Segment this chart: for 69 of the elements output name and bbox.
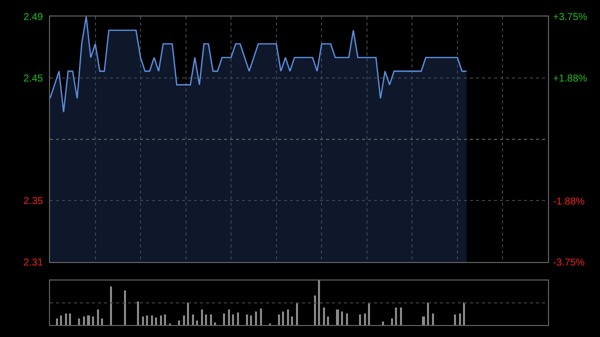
bar — [382, 322, 384, 326]
bar — [192, 314, 194, 326]
bar — [278, 314, 280, 326]
bar — [60, 316, 62, 326]
y2-tick-label: +1.88% — [553, 73, 588, 84]
bar — [463, 302, 465, 326]
bar — [78, 318, 80, 326]
bar — [327, 316, 329, 326]
bar — [196, 320, 198, 326]
bar — [237, 312, 239, 326]
bar — [323, 308, 325, 326]
bar — [87, 316, 90, 326]
bar — [69, 314, 71, 326]
y-tick-label: 2.49 — [24, 12, 44, 24]
bar — [346, 314, 348, 326]
bar — [318, 280, 320, 326]
bar — [160, 316, 162, 326]
y-tick-label: 2.35 — [24, 196, 44, 208]
bar — [336, 310, 339, 326]
bar — [341, 312, 343, 326]
bar — [250, 316, 252, 326]
bar — [260, 308, 262, 326]
bar — [432, 314, 434, 326]
bar — [246, 314, 248, 326]
bar — [92, 316, 94, 326]
bar — [427, 302, 429, 326]
bar — [205, 314, 207, 326]
bar — [83, 316, 85, 326]
bar — [223, 314, 225, 326]
bar — [391, 318, 393, 326]
y2-tick-label: -3.75% — [553, 258, 585, 269]
bar — [395, 308, 397, 326]
bar — [56, 318, 58, 326]
bar — [187, 302, 189, 326]
bar — [454, 314, 456, 326]
bar — [287, 310, 289, 326]
bar — [146, 316, 148, 326]
y-tick-label: 2.45 — [24, 73, 44, 84]
bar — [400, 308, 402, 326]
bar — [359, 314, 361, 326]
y2-tick-label: -1.88% — [553, 196, 585, 208]
bar — [291, 316, 293, 326]
bar — [459, 314, 461, 326]
bar — [214, 322, 216, 326]
bar — [364, 314, 366, 326]
bar — [155, 318, 157, 326]
bar — [151, 316, 153, 326]
bar — [97, 310, 99, 326]
bar — [255, 312, 257, 326]
bar — [282, 312, 284, 326]
bar — [228, 310, 230, 326]
bar — [178, 320, 180, 326]
bar — [101, 318, 103, 326]
bar — [314, 296, 316, 326]
bar — [210, 314, 212, 326]
bar — [368, 304, 370, 326]
bar — [65, 314, 67, 326]
bar — [137, 302, 139, 326]
bar — [422, 316, 425, 326]
bar — [142, 316, 144, 326]
y2-tick-label: +3.75% — [553, 12, 588, 24]
bar — [201, 310, 203, 326]
bar — [296, 302, 298, 326]
bar — [124, 290, 126, 326]
bar — [110, 286, 112, 326]
bar — [164, 314, 166, 326]
bar — [232, 314, 234, 326]
y-tick-label: 2.31 — [24, 258, 44, 269]
bar — [183, 316, 185, 326]
